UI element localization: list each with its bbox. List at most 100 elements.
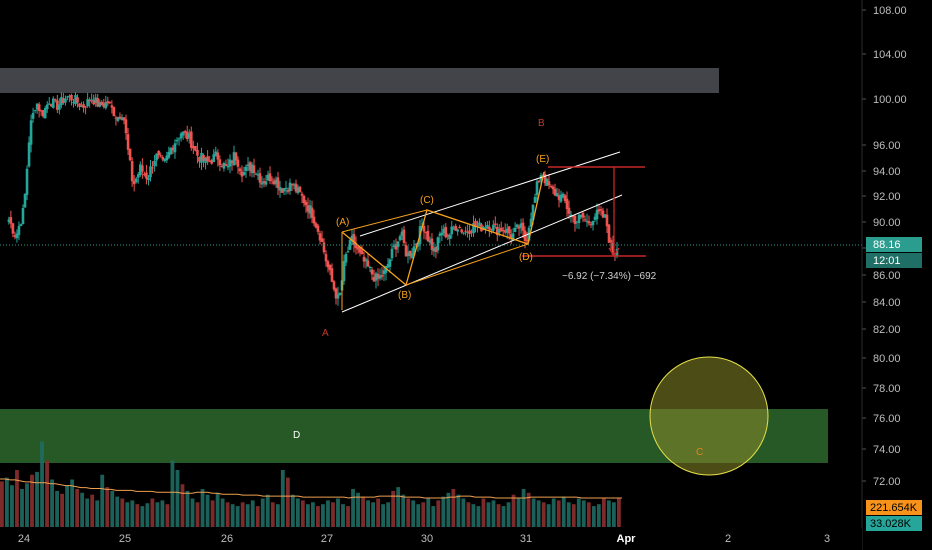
candle-body: [102, 103, 106, 107]
price-tick-label: 86.00: [873, 270, 901, 282]
candle-body: [442, 228, 446, 234]
candle-body: [486, 225, 489, 229]
volume-bar: [556, 500, 561, 527]
wave-label-a-paren: (A): [336, 217, 349, 228]
measure-arrowhead: [608, 247, 620, 258]
channel-lower-line[interactable]: [341, 194, 623, 313]
time-axis[interactable]: 24 25 26 27 30 31 Apr 2 3: [18, 533, 830, 545]
candle-body: [470, 231, 473, 233]
candle-body: [185, 131, 189, 140]
volume-bar: [65, 485, 70, 527]
candle-body: [374, 273, 378, 281]
candle-body: [47, 103, 51, 105]
candle-body: [406, 252, 410, 257]
volume-bar: [195, 502, 200, 527]
letter-label-a: A: [322, 328, 329, 339]
volume-bar: [601, 498, 606, 527]
candle-body: [376, 274, 380, 279]
candle-body: [398, 236, 402, 241]
volume-bar: [331, 502, 335, 527]
price-tick-label: 96.00: [873, 140, 901, 152]
candle-body: [595, 209, 599, 220]
volume-ma-line: [0, 478, 622, 499]
price-tick-label: 108.00: [873, 5, 907, 17]
candle-body: [282, 187, 286, 192]
volume-bar: [30, 474, 34, 527]
candle-body: [412, 246, 416, 256]
candle-body: [19, 224, 23, 227]
candle-body: [248, 162, 252, 171]
wave-label-d-paren: (D): [519, 252, 533, 263]
last-price-badge: 88.16: [866, 237, 922, 252]
time-tick-label: 2: [725, 533, 731, 545]
candle-body: [254, 173, 258, 175]
candle-body: [290, 183, 294, 186]
time-tick-label: 27: [321, 533, 333, 545]
candle-body: [460, 229, 463, 233]
candle-body: [464, 230, 467, 232]
price-tick-label: 84.00: [873, 297, 901, 309]
channel-upper-line[interactable]: [359, 151, 621, 237]
candle-body: [338, 292, 342, 295]
candle-body: [114, 117, 118, 119]
candle-body: [157, 151, 160, 156]
candle-body: [151, 167, 154, 169]
candle-body: [482, 226, 485, 230]
candle-body: [292, 184, 296, 186]
candle-body: [438, 233, 442, 236]
volume-bar: [496, 504, 501, 527]
price-tick-label: 78.00: [873, 383, 901, 395]
candle-body: [35, 103, 39, 110]
candle-body: [334, 288, 338, 299]
countdown-value: 12:01: [873, 255, 901, 267]
candle-body: [462, 232, 465, 234]
price-axis[interactable]: 108.00 104.00 100.00 96.00 94.00 92.00 90.00 88…: [861, 0, 907, 550]
candle-body: [428, 240, 432, 243]
channel[interactable]: [341, 151, 623, 313]
candle-body: [557, 195, 561, 200]
resistance-zone[interactable]: [0, 68, 719, 93]
triangle-edge-bd[interactable]: [405, 243, 529, 286]
candle-body: [607, 224, 611, 243]
volume-bar: [90, 494, 95, 527]
volume-bar: [616, 498, 621, 527]
volume-bar: [105, 487, 110, 527]
candle-body: [366, 260, 370, 267]
volume-bar: [295, 498, 300, 527]
candle-body: [252, 165, 256, 174]
candle-body: [206, 156, 209, 162]
target-circle[interactable]: [649, 356, 769, 476]
volume-bar: [541, 502, 546, 527]
volume-bar: [611, 502, 616, 527]
volume-bar: [491, 500, 496, 527]
volume-bar: [60, 493, 65, 527]
candle-body: [80, 105, 83, 108]
volume-bar: [135, 504, 140, 527]
volume-bar: [50, 479, 54, 527]
candle-body: [288, 182, 292, 192]
volume-bar: [421, 502, 426, 527]
candle-body: [230, 160, 234, 164]
candle-body: [147, 177, 150, 181]
candle-body: [362, 256, 366, 262]
volume-bar: [371, 502, 376, 527]
volume-bar: [225, 502, 230, 527]
candle-body: [320, 238, 324, 242]
candle-body: [589, 224, 593, 226]
volume-bar: [100, 474, 105, 527]
volume-bar: [581, 500, 586, 527]
candle-body: [408, 250, 412, 257]
candle-body: [262, 181, 266, 184]
triangle-edge-ac[interactable]: [341, 209, 428, 233]
volume-bar: [376, 498, 381, 527]
candle-body: [218, 159, 222, 166]
volume-bar: [341, 504, 345, 527]
volume-bar: [255, 506, 260, 527]
candle-body: [446, 235, 450, 237]
measure-label: −6.92 (−7.34%) −692: [562, 271, 657, 282]
candle-body: [533, 196, 537, 203]
measure-tool[interactable]: −6.92 (−7.34%) −692: [522, 166, 657, 282]
volume-bar: [451, 489, 456, 527]
candle-body: [86, 99, 89, 107]
